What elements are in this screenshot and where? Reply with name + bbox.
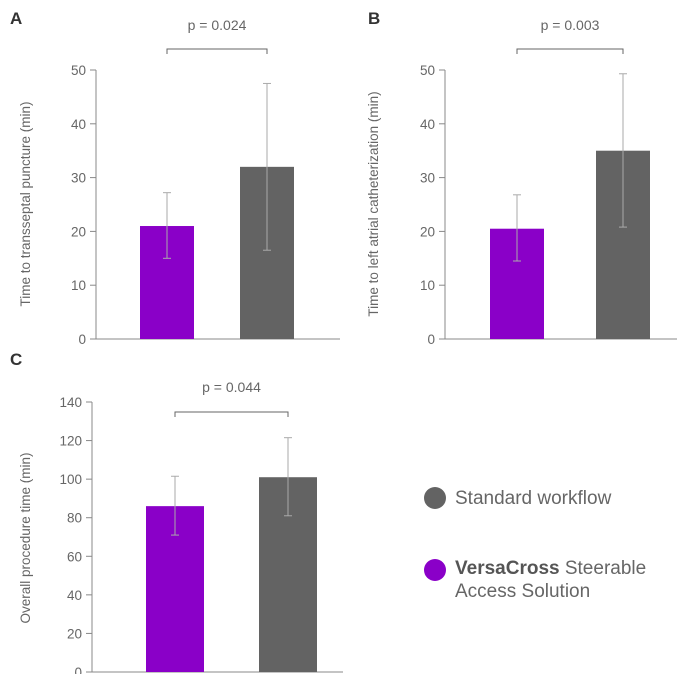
- y-tick-label-c: 100: [59, 472, 82, 487]
- y-tick-label-b: 20: [420, 224, 435, 239]
- y-tick-label-c: 0: [74, 665, 82, 674]
- p-value-label-a: p = 0.024: [188, 17, 247, 33]
- y-tick-label-a: 10: [71, 278, 86, 293]
- y-tick-label-c: 80: [67, 511, 82, 526]
- y-tick-label-a: 0: [78, 332, 86, 347]
- significance-bracket-a: [166, 48, 268, 54]
- significance-bracket-b: [516, 48, 624, 54]
- panel-label-c: C: [10, 350, 22, 369]
- y-tick-label-b: 40: [420, 117, 435, 132]
- panel-label-b: B: [368, 9, 380, 28]
- p-value-label-c: p = 0.044: [202, 379, 261, 395]
- p-value-label-b: p = 0.003: [541, 17, 600, 33]
- y-tick-label-b: 0: [427, 332, 435, 347]
- y-tick-label-a: 30: [71, 171, 86, 186]
- purple-circle-icon: [424, 559, 446, 581]
- gray-circle-icon: [424, 487, 446, 509]
- legend-label-line2: Access Solution: [455, 581, 591, 602]
- legend-label-versacross: VersaCross Steerable Access Solution: [455, 557, 646, 603]
- y-tick-label-c: 40: [67, 588, 82, 603]
- y-tick-label-a: 40: [71, 117, 86, 132]
- legend-label-line1-rest: Steerable: [559, 558, 647, 579]
- y-tick-label-b: 10: [420, 278, 435, 293]
- legend-label-standard: Standard workflow: [455, 488, 612, 509]
- y-tick-label-a: 20: [71, 224, 86, 239]
- y-tick-label-b: 30: [420, 171, 435, 186]
- y-tick-label-c: 60: [67, 549, 82, 564]
- y-tick-label-c: 120: [59, 434, 82, 449]
- legend-brand-name: VersaCross: [455, 558, 560, 579]
- y-axis-label-a: Time to transseptal puncture (min): [18, 101, 33, 306]
- panel-label-a: A: [10, 9, 22, 28]
- y-axis-label-b: Time to left atrial catheterization (min…: [366, 91, 381, 316]
- y-tick-label-c: 20: [67, 626, 82, 641]
- y-tick-label-c: 140: [59, 395, 82, 410]
- significance-bracket-c: [174, 411, 289, 417]
- y-tick-label-a: 50: [71, 63, 86, 78]
- y-axis-label-c: Overall procedure time (min): [18, 452, 33, 623]
- y-tick-label-b: 50: [420, 63, 435, 78]
